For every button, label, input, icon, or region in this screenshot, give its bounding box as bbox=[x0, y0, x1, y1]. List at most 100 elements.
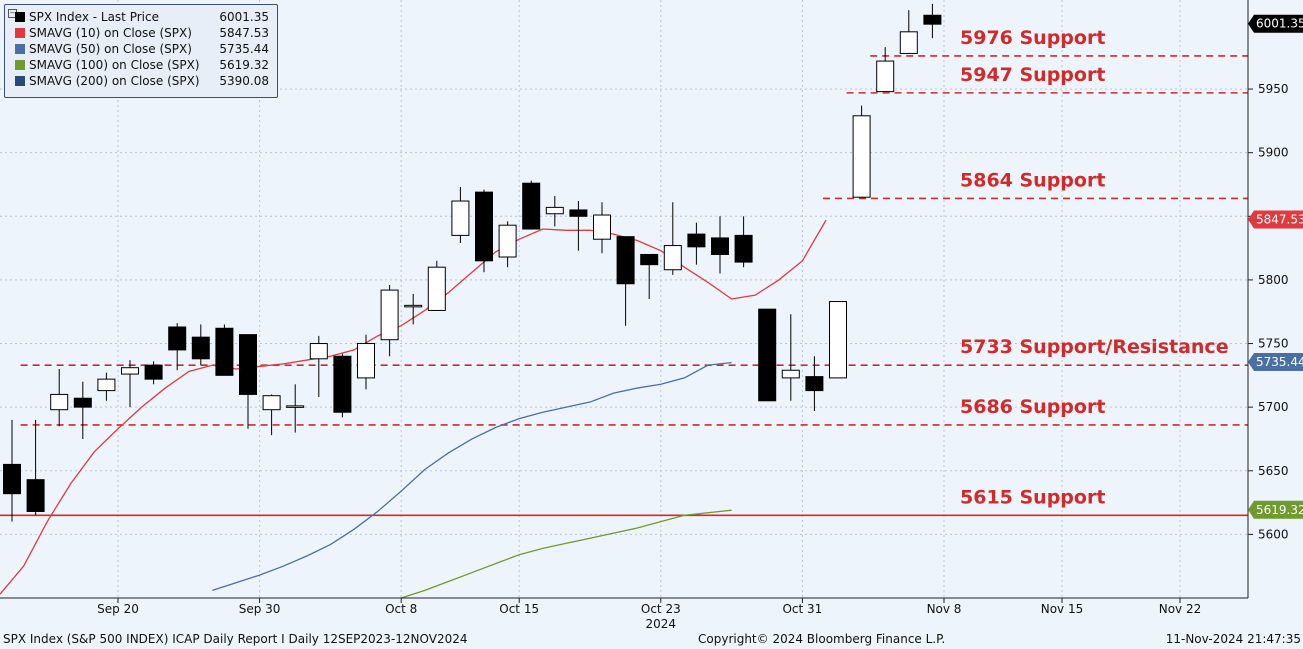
candle-body bbox=[3, 463, 21, 495]
legend-swatch bbox=[15, 12, 25, 22]
y-tick-label: 5750 bbox=[1258, 337, 1289, 351]
legend: − SPX Index - Last Price 6001.35 SMAVG (10… bbox=[4, 4, 278, 98]
candle-body bbox=[805, 376, 824, 392]
candle bbox=[262, 394, 281, 436]
price-tag-bg bbox=[1248, 353, 1303, 372]
x-tick-label: Oct 31 bbox=[782, 602, 822, 616]
support-label: 5947 Support bbox=[960, 64, 1105, 86]
candle bbox=[121, 360, 139, 408]
price-tag-bg bbox=[1248, 14, 1303, 33]
grid-lines bbox=[0, 0, 1248, 598]
candle bbox=[50, 368, 69, 427]
price-tag-label: 5619.32 bbox=[1256, 503, 1303, 517]
legend-swatch bbox=[15, 28, 25, 38]
candle bbox=[73, 381, 92, 439]
x-tick-label: Nov 22 bbox=[1159, 602, 1202, 616]
candle bbox=[687, 222, 706, 265]
candle-body bbox=[50, 393, 69, 411]
footer-left: SPX Index (S&P 500 INDEX) ICAP Daily Rep… bbox=[3, 632, 468, 646]
x-tick-label: Sep 30 bbox=[239, 602, 281, 616]
support-label: 5864 Support bbox=[960, 169, 1105, 191]
candle-body bbox=[191, 336, 210, 360]
sma-line bbox=[400, 509, 732, 599]
candle bbox=[758, 308, 777, 402]
candle bbox=[451, 187, 470, 244]
candle bbox=[569, 201, 588, 251]
y-tick-label: 5950 bbox=[1258, 82, 1289, 96]
legend-item: SMAVG (200) on Close (SPX) 5390.08 bbox=[15, 73, 273, 89]
candle bbox=[640, 253, 659, 299]
candle-body bbox=[687, 233, 706, 248]
legend-item: SPX Index - Last Price 6001.35 bbox=[15, 9, 273, 25]
candle-body bbox=[593, 214, 611, 240]
candle-body bbox=[829, 301, 847, 379]
candle-body bbox=[333, 355, 352, 413]
candle-body bbox=[899, 31, 918, 54]
candle-body bbox=[781, 369, 800, 379]
candle bbox=[616, 236, 635, 326]
candle bbox=[876, 47, 895, 93]
candle-body bbox=[711, 237, 729, 255]
candle bbox=[711, 216, 729, 274]
price-tag-label: 5847.53 bbox=[1256, 212, 1303, 226]
price-tag-label: 5735.44 bbox=[1256, 355, 1303, 369]
legend-label: SMAVG (100) on Close (SPX) bbox=[29, 58, 200, 72]
candle bbox=[333, 353, 352, 418]
candle-body bbox=[357, 343, 375, 379]
candle-body bbox=[309, 343, 328, 360]
support-levels bbox=[0, 55, 1248, 517]
x-tick-label: Nov 8 bbox=[927, 602, 962, 616]
legend-label: SPX Index - Last Price bbox=[29, 10, 159, 24]
candle bbox=[475, 189, 493, 273]
candle-body bbox=[239, 334, 257, 395]
x-tick-label: Nov 15 bbox=[1041, 602, 1084, 616]
candle-body bbox=[427, 266, 446, 311]
legend-item: SMAVG (100) on Close (SPX) 5619.32 bbox=[15, 57, 273, 73]
legend-item: SMAVG (50) on Close (SPX) 5735.44 bbox=[15, 41, 273, 57]
x-tick-label: Oct 15 bbox=[499, 602, 539, 616]
candle-body bbox=[522, 182, 541, 230]
legend-value: 5735.44 bbox=[219, 42, 269, 56]
legend-value: 5619.32 bbox=[219, 58, 269, 72]
candle bbox=[191, 324, 210, 366]
price-tag-bg bbox=[1248, 500, 1303, 519]
candle bbox=[923, 3, 942, 39]
candle bbox=[805, 356, 824, 411]
price-tag: 5847.53 bbox=[1248, 210, 1303, 229]
candle bbox=[97, 372, 116, 401]
candle-body bbox=[876, 60, 895, 93]
price-tag-bg bbox=[1248, 210, 1303, 229]
candle-body bbox=[73, 397, 92, 408]
candle bbox=[239, 334, 257, 429]
candle bbox=[427, 260, 446, 311]
candle bbox=[168, 323, 187, 371]
candle-body bbox=[97, 378, 116, 392]
legend-value: 6001.35 bbox=[219, 10, 269, 24]
x-tick-label: Oct 23 bbox=[641, 602, 681, 616]
legend-item: SMAVG (10) on Close (SPX) 5847.53 bbox=[15, 25, 273, 41]
footer-center: Copyright© 2024 Bloomberg Finance L.P. bbox=[698, 632, 946, 646]
candle bbox=[380, 285, 399, 357]
y-tick-label: 5900 bbox=[1258, 146, 1289, 160]
candle bbox=[144, 361, 163, 385]
candle bbox=[899, 10, 918, 54]
candle bbox=[663, 202, 682, 275]
candle-body bbox=[545, 206, 564, 215]
candle-body bbox=[923, 14, 942, 25]
legend-value: 5390.08 bbox=[219, 74, 269, 88]
legend-label: SMAVG (200) on Close (SPX) bbox=[29, 74, 200, 88]
candle-body bbox=[286, 405, 305, 408]
sma-line bbox=[212, 361, 732, 591]
x-tick-label: Sep 20 bbox=[97, 602, 139, 616]
support-label: 5686 Support bbox=[960, 396, 1105, 418]
y-tick-label: 5800 bbox=[1258, 273, 1289, 287]
candle bbox=[852, 105, 871, 198]
candle-body bbox=[144, 364, 163, 380]
candle-body bbox=[758, 308, 777, 402]
candle bbox=[498, 221, 517, 268]
x-tick-label: Oct 8 bbox=[385, 602, 417, 616]
x-year-label: 2024 bbox=[646, 617, 677, 631]
candle-body bbox=[498, 224, 517, 258]
legend-label: SMAVG (50) on Close (SPX) bbox=[29, 42, 192, 56]
